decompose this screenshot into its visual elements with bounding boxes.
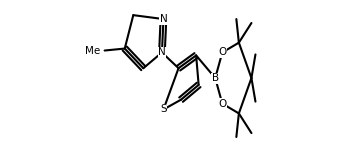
Text: S: S [160, 104, 167, 114]
Text: N: N [160, 14, 167, 24]
Text: B: B [212, 73, 219, 83]
Text: O: O [218, 48, 226, 57]
Text: N: N [158, 48, 166, 57]
Text: O: O [218, 99, 226, 109]
Text: Me: Me [85, 46, 101, 56]
